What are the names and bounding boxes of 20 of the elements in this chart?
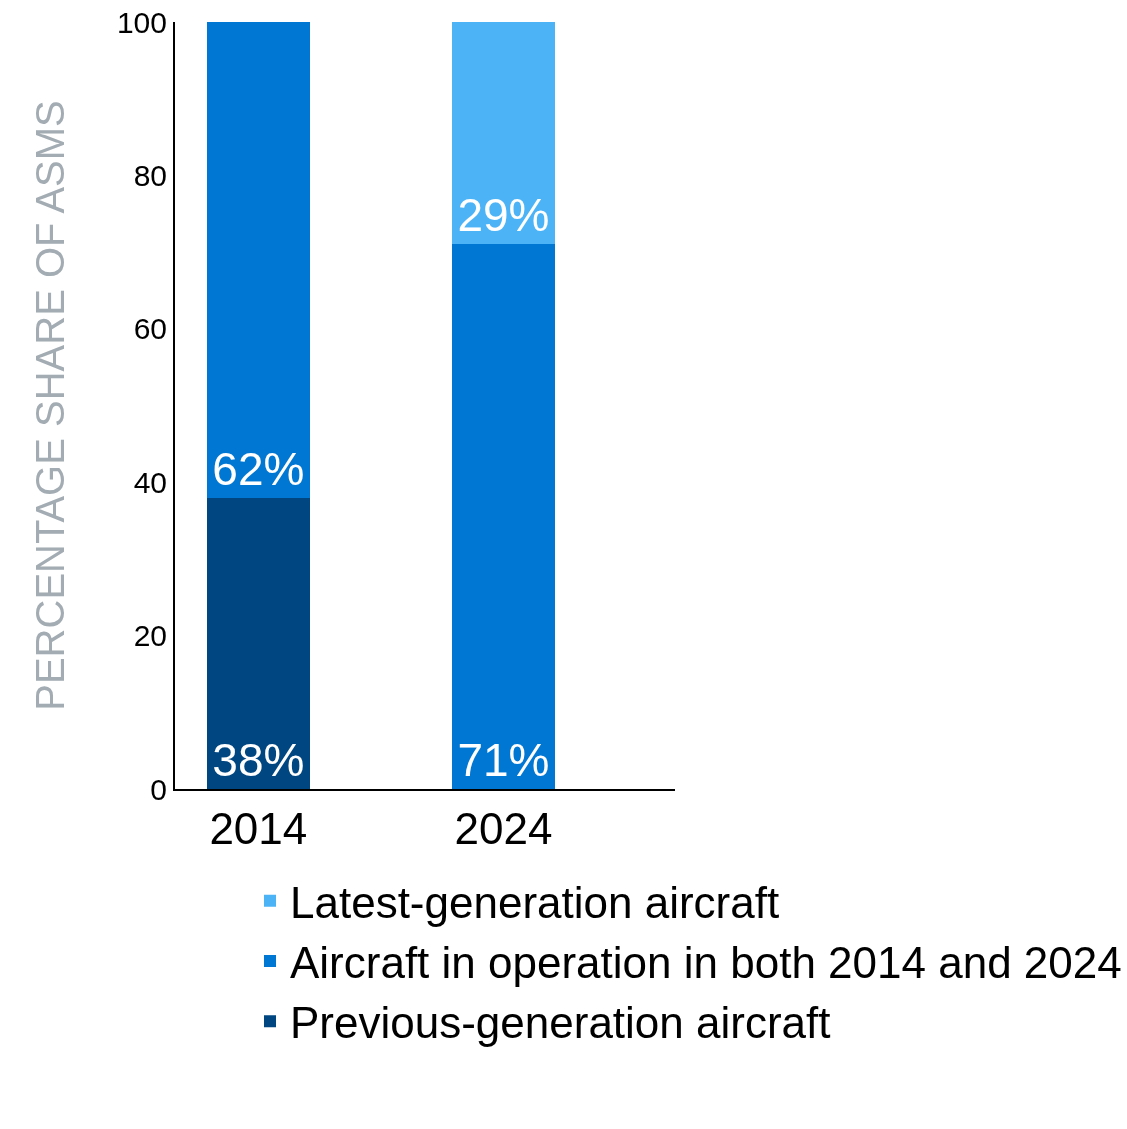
- x-tick-label: 2024: [454, 803, 553, 853]
- data-label: 62%: [212, 442, 305, 495]
- bar: [206, 22, 310, 498]
- y-tick-label: 0: [150, 772, 167, 806]
- data-label: 38%: [212, 734, 305, 786]
- bar: [451, 244, 555, 789]
- data-label: 71%: [457, 734, 550, 786]
- y-tick-label: 80: [133, 158, 167, 192]
- y-tick-label: 20: [133, 619, 167, 653]
- y-tick-label: 60: [133, 312, 167, 346]
- legend-label: Latest-generation aircraft: [290, 877, 780, 927]
- y-tick-label: 100: [116, 5, 167, 39]
- bar: [451, 22, 555, 245]
- y-tick-label: 40: [133, 465, 167, 499]
- legend-label: Previous-generation aircraft: [290, 998, 831, 1048]
- legend-label: Aircraft in operation in both 2014 and 2024: [290, 938, 1122, 988]
- bar: [206, 497, 310, 789]
- data-label: 29%: [457, 189, 550, 242]
- y-axis-title: PERCENTAGE SHARE OF ASMS: [27, 100, 72, 711]
- x-tick-label: 2014: [209, 803, 308, 853]
